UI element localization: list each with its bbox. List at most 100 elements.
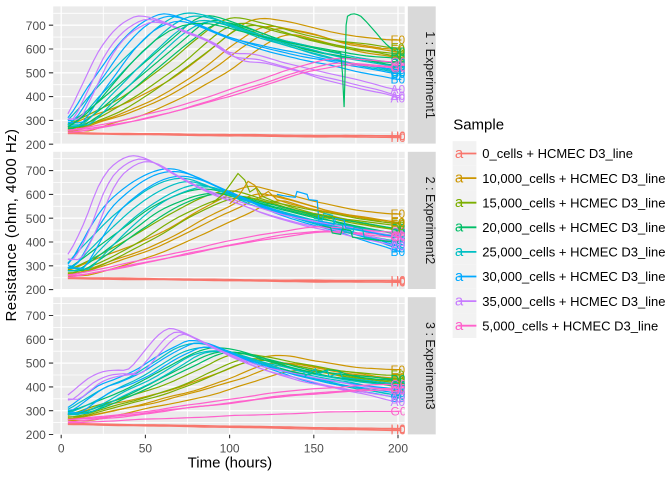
svg-text:35,000_cells + HCMEC D3_line: 35,000_cells + HCMEC D3_line (482, 294, 665, 309)
svg-text:E01: E01 (391, 52, 413, 66)
svg-text:2 : Experiment2: 2 : Experiment2 (423, 177, 437, 265)
svg-text:B01: B01 (391, 245, 413, 259)
svg-text:G01: G01 (391, 55, 414, 69)
svg-text:A01: A01 (391, 91, 413, 105)
svg-text:H01: H01 (391, 276, 413, 290)
svg-text:D01: D01 (391, 45, 413, 59)
svg-text:A01: A01 (391, 239, 413, 253)
svg-text:25,000_cells + HCMEC D3_line: 25,000_cells + HCMEC D3_line (482, 245, 665, 260)
svg-text:D01: D01 (391, 379, 413, 393)
svg-text:100: 100 (220, 441, 240, 455)
svg-text:E01: E01 (391, 224, 413, 238)
svg-text:700: 700 (26, 19, 46, 33)
svg-text:E01: E01 (391, 216, 413, 230)
svg-text:0_cells + HCMEC D3_line: 0_cells + HCMEC D3_line (482, 146, 633, 161)
svg-text:G01: G01 (391, 377, 414, 391)
svg-text:a: a (455, 169, 464, 186)
svg-text:Time (hours): Time (hours) (188, 455, 272, 472)
svg-text:E01: E01 (391, 373, 413, 387)
svg-text:G01: G01 (391, 230, 414, 244)
svg-text:400: 400 (26, 90, 46, 104)
svg-text:C01: C01 (391, 60, 413, 74)
svg-text:500: 500 (26, 66, 46, 80)
svg-text:E01: E01 (391, 372, 413, 386)
svg-text:F01: F01 (391, 374, 412, 388)
svg-text:a: a (455, 317, 464, 334)
svg-text:a: a (455, 219, 464, 236)
svg-text:F01: F01 (391, 219, 412, 233)
svg-text:D01: D01 (391, 227, 413, 241)
svg-text:300: 300 (26, 114, 46, 128)
svg-text:Sample: Sample (453, 117, 504, 134)
svg-text:E01: E01 (391, 42, 413, 56)
svg-text:G01: G01 (391, 404, 414, 418)
svg-text:a: a (455, 268, 464, 285)
svg-text:700: 700 (26, 164, 46, 178)
svg-text:F01: F01 (391, 368, 412, 382)
svg-text:a: a (455, 145, 464, 162)
svg-text:G01: G01 (391, 60, 414, 74)
svg-text:10,000_cells + HCMEC D3_line: 10,000_cells + HCMEC D3_line (482, 171, 665, 186)
svg-text:a: a (455, 194, 464, 211)
svg-text:300: 300 (26, 259, 46, 273)
svg-text:200: 200 (26, 428, 46, 442)
svg-text:H01: H01 (391, 131, 413, 145)
svg-text:C01: C01 (391, 67, 413, 81)
svg-text:H01: H01 (391, 129, 413, 143)
svg-text:E01: E01 (391, 207, 413, 221)
svg-text:E01: E01 (391, 380, 413, 394)
svg-text:50: 50 (139, 441, 153, 455)
svg-text:E01: E01 (391, 217, 413, 231)
svg-text:a: a (455, 292, 464, 309)
svg-text:C01: C01 (391, 237, 413, 251)
svg-text:D01: D01 (391, 57, 413, 71)
svg-text:B01: B01 (391, 242, 413, 256)
svg-text:F01: F01 (391, 41, 412, 55)
svg-text:15,000_cells + HCMEC D3_line: 15,000_cells + HCMEC D3_line (482, 195, 665, 210)
svg-text:A01: A01 (391, 395, 413, 409)
svg-text:700: 700 (26, 309, 46, 323)
svg-text:G01: G01 (391, 62, 414, 76)
svg-text:B01: B01 (391, 386, 413, 400)
svg-text:20,000_cells + HCMEC D3_line: 20,000_cells + HCMEC D3_line (482, 220, 665, 235)
svg-text:500: 500 (26, 212, 46, 226)
svg-text:D01: D01 (391, 59, 413, 73)
svg-text:150: 150 (304, 441, 324, 455)
svg-text:G01: G01 (391, 231, 414, 245)
svg-text:B01: B01 (391, 67, 413, 81)
svg-text:400: 400 (26, 381, 46, 395)
svg-text:D01: D01 (391, 227, 413, 241)
svg-text:C01: C01 (391, 230, 413, 244)
svg-text:H01: H01 (391, 273, 413, 287)
svg-text:A01: A01 (391, 235, 413, 249)
svg-text:G01: G01 (391, 382, 414, 396)
svg-text:H01: H01 (391, 275, 413, 289)
svg-text:5,000_cells + HCMEC D3_line: 5,000_cells + HCMEC D3_line (482, 318, 658, 333)
svg-text:3 : Experiment3: 3 : Experiment3 (423, 322, 437, 410)
svg-text:G01: G01 (391, 225, 414, 239)
svg-text:F01: F01 (391, 223, 412, 237)
svg-text:400: 400 (26, 236, 46, 250)
svg-text:30,000_cells + HCMEC D3_line: 30,000_cells + HCMEC D3_line (482, 269, 665, 284)
svg-text:G01: G01 (391, 384, 414, 398)
svg-text:D01: D01 (391, 373, 413, 387)
svg-text:E01: E01 (391, 33, 413, 47)
svg-text:A01: A01 (391, 83, 413, 97)
svg-text:200: 200 (26, 283, 46, 297)
svg-text:600: 600 (26, 333, 46, 347)
svg-text:F01: F01 (391, 50, 412, 64)
svg-text:B01: B01 (391, 63, 413, 77)
svg-text:C01: C01 (391, 389, 413, 403)
svg-text:C01: C01 (391, 379, 413, 393)
svg-text:1 : Experiment1: 1 : Experiment1 (423, 31, 437, 119)
svg-text:0: 0 (58, 441, 65, 455)
svg-text:B01: B01 (391, 73, 413, 87)
svg-text:A01: A01 (391, 89, 413, 103)
svg-text:C01: C01 (391, 234, 413, 248)
svg-text:200: 200 (26, 138, 46, 152)
svg-text:F01: F01 (391, 216, 412, 230)
svg-text:D01: D01 (391, 51, 413, 65)
svg-text:C01: C01 (391, 65, 413, 79)
svg-text:H01: H01 (391, 422, 413, 436)
svg-text:300: 300 (26, 404, 46, 418)
